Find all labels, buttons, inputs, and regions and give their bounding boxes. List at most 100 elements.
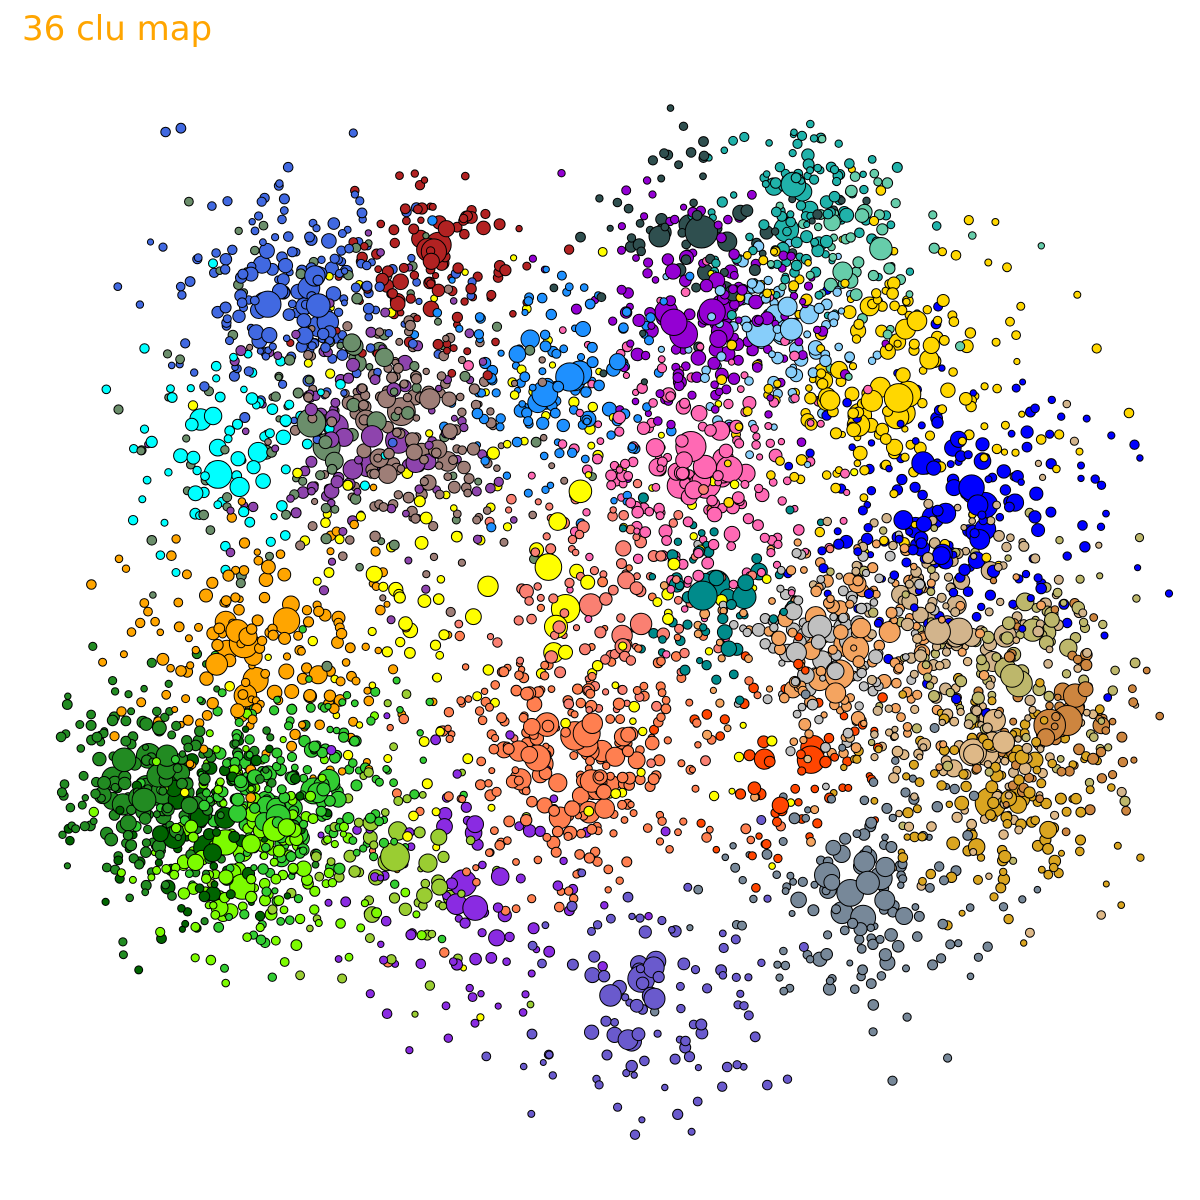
node [785, 746, 796, 757]
node [139, 598, 150, 608]
node [383, 447, 395, 460]
node [310, 851, 322, 863]
node [199, 588, 213, 603]
node [736, 989, 745, 998]
node [657, 174, 666, 183]
node [716, 351, 727, 362]
node [586, 356, 599, 369]
node [911, 723, 922, 734]
node [150, 616, 160, 627]
node [779, 317, 803, 341]
node [1095, 541, 1103, 549]
node [242, 932, 252, 943]
node [177, 290, 187, 300]
node [205, 652, 229, 676]
node [888, 540, 898, 551]
node [891, 745, 904, 758]
node [1024, 927, 1035, 938]
node [984, 767, 994, 777]
node [779, 986, 789, 996]
node [554, 901, 565, 913]
node [725, 599, 737, 610]
node [570, 303, 582, 315]
node [340, 896, 352, 908]
node [432, 593, 445, 605]
node [315, 470, 326, 481]
node [615, 466, 624, 474]
node [457, 889, 466, 898]
node [364, 229, 373, 237]
node [474, 312, 485, 322]
node [856, 667, 868, 679]
node [271, 887, 279, 895]
node [492, 637, 503, 648]
node [277, 818, 296, 837]
node [793, 524, 805, 536]
node [734, 438, 745, 449]
node [655, 837, 665, 846]
node [599, 369, 608, 378]
node [977, 602, 986, 612]
node [361, 280, 373, 292]
node [267, 972, 277, 982]
node [359, 844, 368, 853]
node [629, 1129, 641, 1140]
node [980, 422, 989, 431]
node [231, 565, 241, 575]
node [419, 756, 427, 764]
node [493, 476, 504, 487]
node [723, 724, 732, 733]
node [742, 627, 752, 638]
node [503, 815, 516, 828]
node [878, 948, 893, 962]
node [120, 715, 132, 727]
node [222, 196, 233, 207]
node [296, 313, 312, 328]
node [712, 470, 724, 482]
node [186, 384, 195, 393]
node [983, 760, 993, 769]
node [621, 856, 633, 868]
node [190, 368, 199, 377]
node [661, 1083, 669, 1092]
node [611, 681, 620, 690]
node [461, 663, 470, 671]
node [728, 579, 739, 590]
node [222, 758, 232, 768]
node [1004, 501, 1015, 513]
node [206, 697, 219, 710]
node [267, 629, 279, 641]
node [884, 928, 898, 942]
node [386, 503, 397, 514]
node [167, 730, 177, 740]
node [546, 481, 555, 489]
node [518, 712, 529, 723]
node [580, 574, 596, 590]
node [1056, 766, 1067, 777]
node [342, 459, 363, 480]
node [751, 623, 766, 637]
node [1002, 819, 1013, 829]
node [364, 933, 375, 944]
node [530, 436, 542, 448]
node [749, 424, 759, 433]
node [797, 766, 807, 776]
node [514, 670, 524, 681]
node [390, 837, 399, 846]
node [1045, 429, 1055, 439]
node [125, 893, 134, 903]
node [1089, 613, 1099, 622]
node [220, 445, 230, 455]
node [625, 655, 637, 666]
node [1018, 624, 1027, 633]
node [520, 746, 539, 764]
node [653, 416, 663, 426]
node [545, 543, 557, 555]
node [428, 202, 437, 211]
node [881, 833, 889, 842]
node [1024, 714, 1032, 722]
node [901, 557, 912, 568]
node [610, 788, 622, 799]
node [576, 353, 586, 362]
node [402, 392, 413, 403]
